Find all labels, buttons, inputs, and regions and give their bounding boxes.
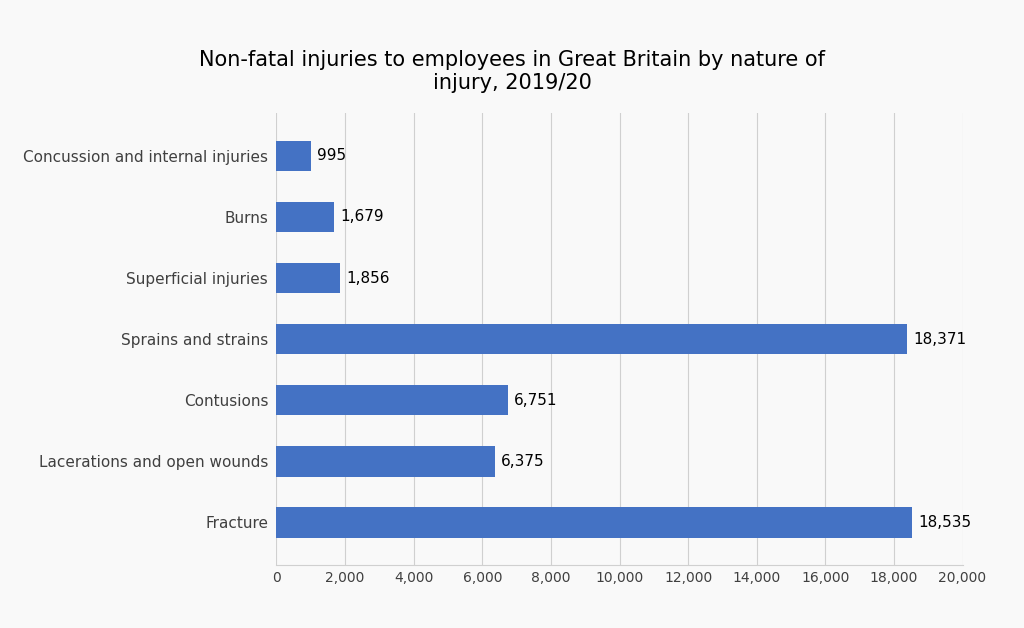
Bar [276,324,906,354]
Text: 1,856: 1,856 [346,271,390,286]
Bar [276,141,310,171]
Text: 1,679: 1,679 [340,209,384,224]
Text: 6,751: 6,751 [514,392,558,408]
Text: 6,375: 6,375 [502,454,545,469]
Bar [276,385,508,416]
Bar [276,263,340,293]
Text: 18,535: 18,535 [919,515,972,530]
Text: Non-fatal injuries to employees in Great Britain by nature of
injury, 2019/20: Non-fatal injuries to employees in Great… [199,50,825,94]
Bar [276,507,912,538]
Bar [276,202,334,232]
Text: 18,371: 18,371 [912,332,966,347]
Text: 995: 995 [316,148,346,163]
Bar [276,446,496,477]
